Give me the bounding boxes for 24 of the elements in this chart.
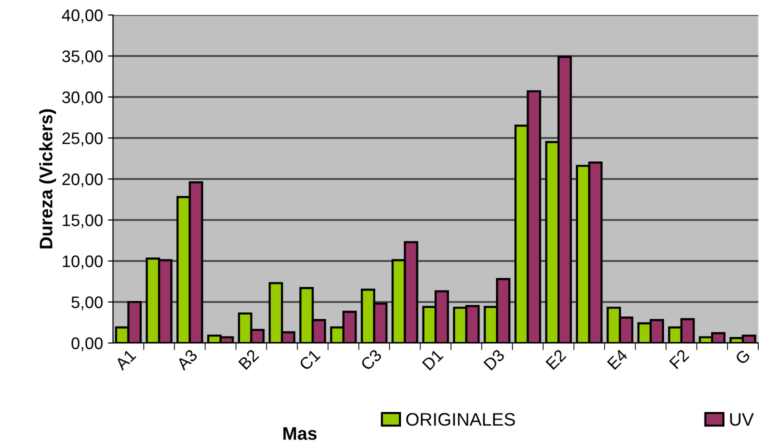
legend-label: ORIGINALES [406, 413, 515, 426]
y-tick-label: 15,00 [62, 214, 103, 228]
x-tick-label: F2 [668, 348, 690, 370]
x-tick-label: E4 [606, 348, 628, 370]
y-tick-label: 25,00 [62, 132, 103, 146]
x-tick-label: A3 [176, 348, 198, 371]
x-axis-title: Mas [283, 427, 317, 440]
y-tick-label: 30,00 [62, 91, 103, 106]
x-tick-label: G [734, 349, 751, 366]
x-tick-label: D3 [483, 348, 506, 371]
x-tick-label: B2 [238, 348, 260, 370]
y-tick-label: 40,00 [62, 9, 103, 24]
legend-label: UV [730, 413, 754, 426]
y-tick-label: 20,00 [62, 173, 103, 188]
x-tick-label: A1 [114, 348, 136, 371]
x-tick-label: C1 [298, 348, 321, 371]
y-tick-label: 10,00 [62, 255, 103, 270]
x-tick-label: C3 [360, 348, 382, 371]
y-axis-title: Dureza (Vickers) [39, 109, 56, 248]
x-tick-label: E2 [545, 348, 566, 370]
y-tick-label: 35,00 [62, 50, 103, 64]
y-tick-label: 0,00 [71, 337, 103, 352]
x-tick-label: D1 [422, 348, 444, 370]
y-tick-label: 5,00 [72, 296, 103, 310]
